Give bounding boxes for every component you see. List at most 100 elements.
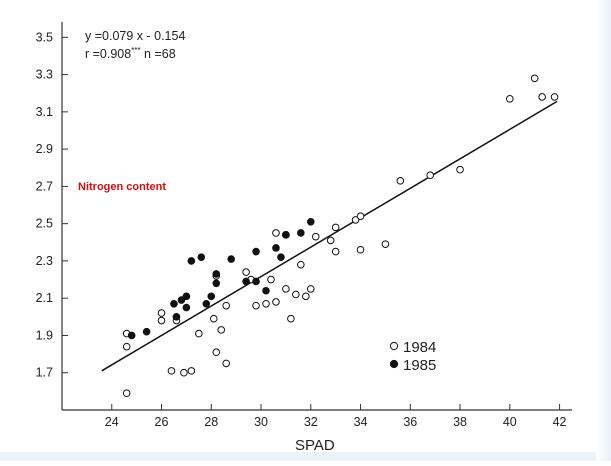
data-point-1985 [202,299,211,308]
points-layer [122,74,559,398]
data-point-1984 [538,93,546,101]
data-point-1985 [142,327,151,336]
data-point-1984 [212,348,221,357]
data-point-1985 [212,270,221,278]
x-tick-label: 32 [304,415,318,429]
y-tick-label: 2.5 [36,217,53,231]
x-tick-label: 36 [403,415,417,429]
data-point-1984 [351,216,360,224]
x-axis-label: SPAD [295,437,335,454]
legend-label: 1984 [403,339,436,356]
data-point-1985 [127,331,136,340]
data-point-1984 [222,359,230,368]
y-tick-label: 2.3 [36,254,53,268]
data-point-1984 [267,275,275,284]
data-point-1984 [262,299,270,308]
data-point-1984 [180,368,188,377]
data-point-1984 [311,232,320,241]
data-point-1984 [122,389,131,398]
data-point-1985 [277,253,285,262]
data-point-1984 [302,292,310,301]
x-tick-label: 30 [254,415,268,429]
data-point-1984 [122,342,131,351]
x-tick-label: 40 [503,415,517,429]
data-point-1984 [530,74,539,83]
data-point-1985 [197,253,206,262]
data-point-1984 [195,329,203,338]
y-tick-label: 1.7 [36,366,53,380]
data-point-1984 [287,314,295,323]
data-point-1985 [182,303,191,312]
data-point-1984 [356,212,365,221]
data-point-1985 [252,247,260,256]
y-tick-label: 3.1 [36,105,53,119]
data-point-1984 [217,326,226,334]
data-point-1985 [187,257,196,265]
data-point-1984 [157,309,166,317]
legend-label: 1985 [403,357,436,374]
data-point-1984 [381,240,390,248]
data-point-1984 [426,171,434,180]
data-point-1984 [209,314,218,323]
x-tick-label: 26 [155,415,169,429]
data-point-1984 [157,316,166,325]
data-point-1985 [242,277,250,286]
data-point-1984 [331,223,340,232]
data-point-1985 [282,231,290,239]
data-point-1984 [506,95,514,103]
data-point-1984 [550,93,559,101]
data-point-1984 [282,285,290,293]
data-point-1984 [252,301,260,310]
data-point-1984 [297,260,305,269]
y-tick-label: 2.7 [36,179,53,193]
data-point-1985 [262,286,270,295]
data-point-1984 [187,367,196,375]
x-tick-label: 34 [354,415,368,429]
x-tick-label: 42 [553,415,567,429]
bottom-strip [0,452,611,461]
regression-equation: y =0.079 x - 0.154 [85,29,185,43]
data-point-1985 [306,217,315,226]
right-edge-strip [596,0,611,461]
data-point-1984 [306,285,315,293]
y-tick-label: 2.9 [36,142,53,156]
y-tick-label: 3.5 [36,30,53,44]
data-point-1985 [272,244,280,252]
data-point-1985 [207,292,216,301]
data-point-1985 [182,292,191,301]
data-point-1984 [272,229,280,237]
legend-marker-1985 [389,359,399,369]
data-point-1985 [252,277,260,286]
data-point-1984 [356,245,365,254]
data-point-1984 [167,367,176,375]
regression-line [101,100,558,372]
data-point-1985 [170,299,178,308]
data-point-1985 [297,229,305,237]
data-point-1984 [292,290,300,299]
y-tick-label: 2.1 [36,291,53,305]
data-point-1985 [177,296,186,304]
data-point-1984 [222,301,230,310]
regression-layer [101,100,558,372]
data-point-1984 [456,165,464,174]
x-tick-label: 38 [453,415,467,429]
text-layer: y =0.079 x - 0.154 r =0.908*** n =68 Nit… [78,29,335,454]
legend-marker-1984 [389,341,399,351]
x-tick-label: 24 [105,415,119,429]
data-point-1985 [212,279,221,288]
data-point-1984 [396,177,405,185]
regression-stats: r =0.908*** n =68 [85,46,176,61]
axes-layer: 24 26 28 30 32 34 36 38 40 42 1.7 1.9 2.1 2.3 2.5 2.7 2.… [36,22,572,429]
data-point-1984 [272,298,280,306]
data-point-1984 [331,247,340,256]
x-tick-label: 28 [204,415,218,429]
data-point-1985 [227,255,235,263]
nitrogen-content-label: Nitrogen content [78,181,166,193]
y-tick-label: 3.3 [36,68,53,82]
data-point-1984 [326,236,335,245]
y-tick-label: 1.9 [36,328,53,342]
data-point-1985 [172,313,181,321]
